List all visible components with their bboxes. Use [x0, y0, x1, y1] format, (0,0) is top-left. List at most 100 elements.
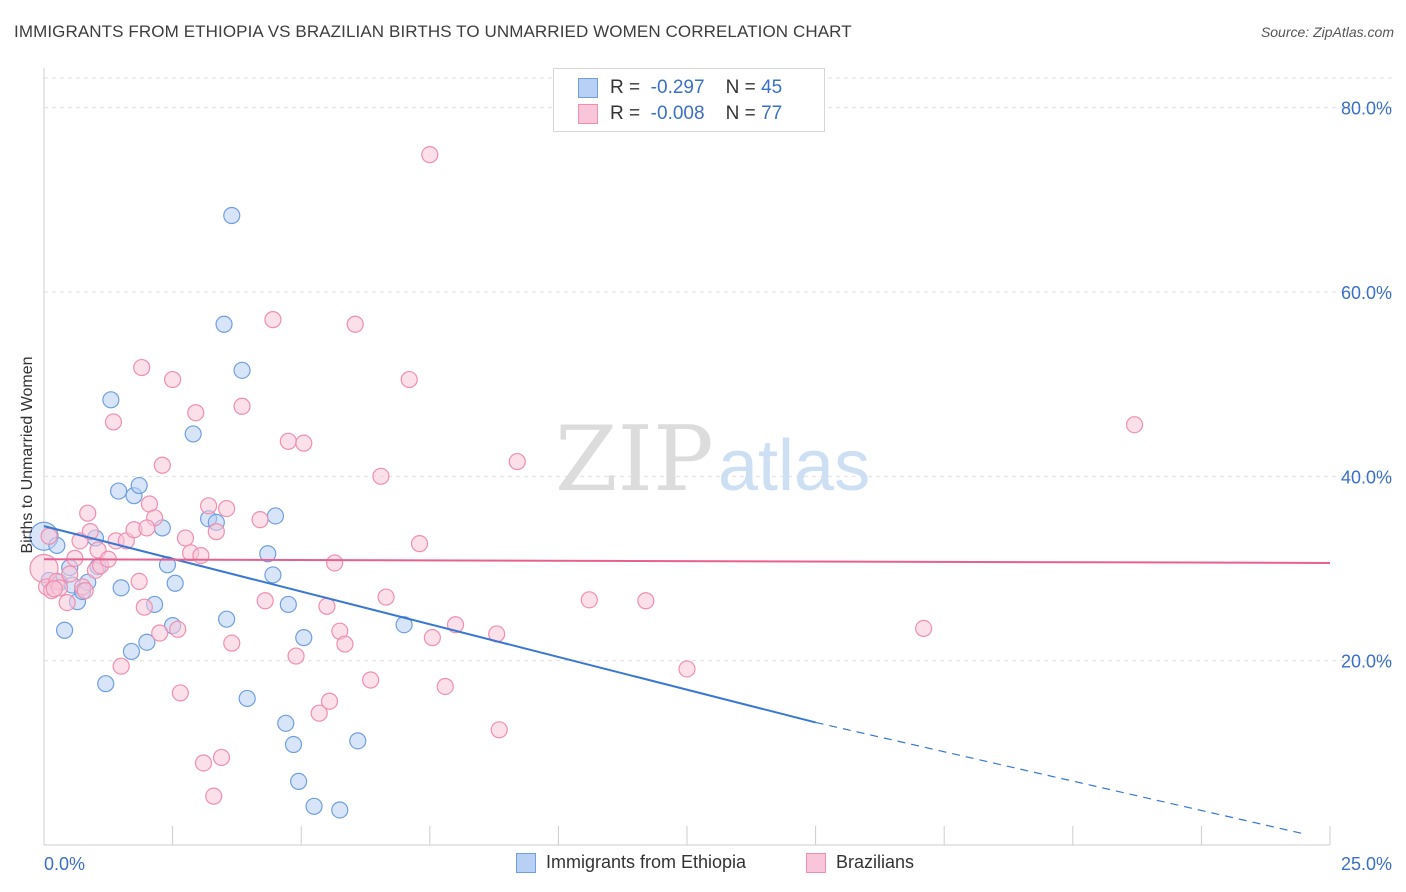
- correlation-legend: R = -0.297 N = 45 R = -0.008 N = 77: [553, 68, 825, 132]
- legend-r-value: -0.297: [650, 77, 705, 98]
- brazilians-point: [400, 370, 418, 389]
- brazilians-point: [112, 657, 130, 675]
- brazilians-point: [133, 358, 151, 377]
- brazilians-point: [436, 677, 454, 696]
- ethiopia-point: [184, 425, 202, 443]
- legend-n-value: 45: [761, 77, 783, 98]
- ethiopia-point: [349, 732, 367, 750]
- watermark-atlas: atlas: [718, 426, 870, 506]
- brazilians-point: [490, 721, 508, 739]
- brazilians-point: [251, 511, 269, 529]
- brazilians-point: [377, 588, 395, 606]
- brazilians-point: [310, 704, 328, 722]
- brazilians-point: [410, 535, 429, 553]
- brazilians-point: [446, 616, 465, 634]
- brazilians-point: [192, 546, 210, 565]
- brazilians-point: [295, 434, 313, 452]
- ethiopia-trend-extension: [815, 721, 1305, 835]
- legend-r-label: R =: [610, 103, 641, 124]
- brazilians-point: [423, 629, 441, 647]
- brazilians-point: [135, 598, 153, 616]
- brazilians-point: [421, 146, 439, 164]
- y-tick-label: 20.0%: [1341, 652, 1392, 672]
- brazilians-point: [200, 497, 218, 515]
- y-tick-label: 60.0%: [1341, 283, 1392, 303]
- legend-item-brazilians: Brazilians: [806, 852, 914, 873]
- brazilians-point: [205, 787, 223, 805]
- ethiopia-point: [266, 507, 285, 525]
- legend-n-label: N =: [725, 103, 756, 124]
- brazilians-point: [637, 592, 655, 610]
- ethiopia-point: [102, 391, 120, 409]
- brazilians-point: [171, 684, 189, 702]
- ethiopia-point: [109, 482, 128, 500]
- brazilians-point: [264, 311, 282, 329]
- legend-swatch-brazilians: [806, 852, 826, 873]
- legend-row-ethiopia: R = -0.297 N = 45: [578, 76, 782, 100]
- brazilians-point: [320, 692, 339, 710]
- brazilians-point: [336, 635, 354, 653]
- ethiopia-trend-line: [43, 525, 816, 724]
- brazilians-point: [81, 523, 99, 541]
- brazilians-point: [279, 432, 297, 450]
- chart-title: IMMIGRANTS FROM ETHIOPIA VS BRAZILIAN BI…: [14, 22, 852, 41]
- brazilians-point: [508, 452, 526, 471]
- legend-swatch-ethiopia: [516, 852, 536, 873]
- ethiopia-point: [218, 610, 236, 628]
- brazilians-point: [104, 413, 123, 431]
- ethiopia-point: [97, 675, 115, 693]
- brazilians-point: [678, 660, 696, 678]
- brazilians-point: [187, 404, 205, 422]
- brazilians-point: [151, 624, 169, 642]
- y-axis-title: Births to Unmarried Women: [19, 356, 36, 554]
- brazilians-point: [218, 499, 236, 518]
- ethiopia-point: [138, 633, 156, 651]
- brazilians-point: [176, 529, 195, 547]
- ethiopia-point: [295, 629, 313, 647]
- ethiopia-point: [279, 595, 297, 614]
- legend-n-value: 77: [761, 103, 783, 124]
- brazilians-point: [915, 619, 933, 638]
- brazilians-point: [207, 523, 225, 541]
- ethiopia-point: [331, 801, 349, 819]
- brazilians-point: [194, 754, 213, 772]
- ethiopia-point: [305, 797, 323, 815]
- x-tick-label: 0.0%: [44, 854, 85, 874]
- legend-swatch-brazilians: [578, 104, 598, 124]
- brazilians-point: [138, 519, 156, 537]
- brazilians-point: [287, 647, 305, 665]
- brazilians-point: [256, 592, 274, 610]
- ethiopia-point: [112, 579, 130, 597]
- brazilians-point: [346, 315, 364, 333]
- watermark-zip: ZIP: [555, 407, 714, 512]
- y-tick-label: 80.0%: [1341, 99, 1392, 119]
- brazilians-point: [76, 582, 94, 600]
- ethiopia-point: [259, 545, 277, 563]
- brazilians-point: [164, 370, 182, 389]
- ethiopia-point: [264, 566, 282, 584]
- brazilians-point: [318, 597, 336, 615]
- brazilians-point: [45, 580, 63, 598]
- source-label: Source: ZipAtlas.com: [1260, 24, 1394, 40]
- ethiopia-point: [233, 361, 251, 379]
- brazilians-point: [233, 397, 251, 415]
- brazilians-point: [58, 593, 76, 612]
- legend-label-brazilians: Brazilians: [836, 852, 915, 872]
- brazilians-point: [362, 671, 380, 689]
- brazilians-point: [61, 565, 79, 583]
- brazilians-trend-line: [43, 558, 1331, 564]
- legend-label-ethiopia: Immigrants from Ethiopia: [546, 852, 747, 872]
- brazilians-point: [212, 748, 231, 767]
- ethiopia-point: [166, 574, 184, 592]
- legend-r-label: R =: [610, 77, 641, 98]
- ethiopia-point: [238, 689, 256, 708]
- ethiopia-point: [122, 642, 141, 661]
- brazilians-point: [223, 634, 241, 652]
- brazilians-point: [153, 456, 171, 474]
- brazilians-point: [130, 572, 148, 590]
- brazilians-point: [79, 504, 97, 522]
- brazilians-point: [1125, 416, 1144, 434]
- x-tick-label: 25.0%: [1341, 854, 1392, 874]
- brazilians-point: [326, 554, 344, 572]
- legend-n-label: N =: [725, 77, 756, 98]
